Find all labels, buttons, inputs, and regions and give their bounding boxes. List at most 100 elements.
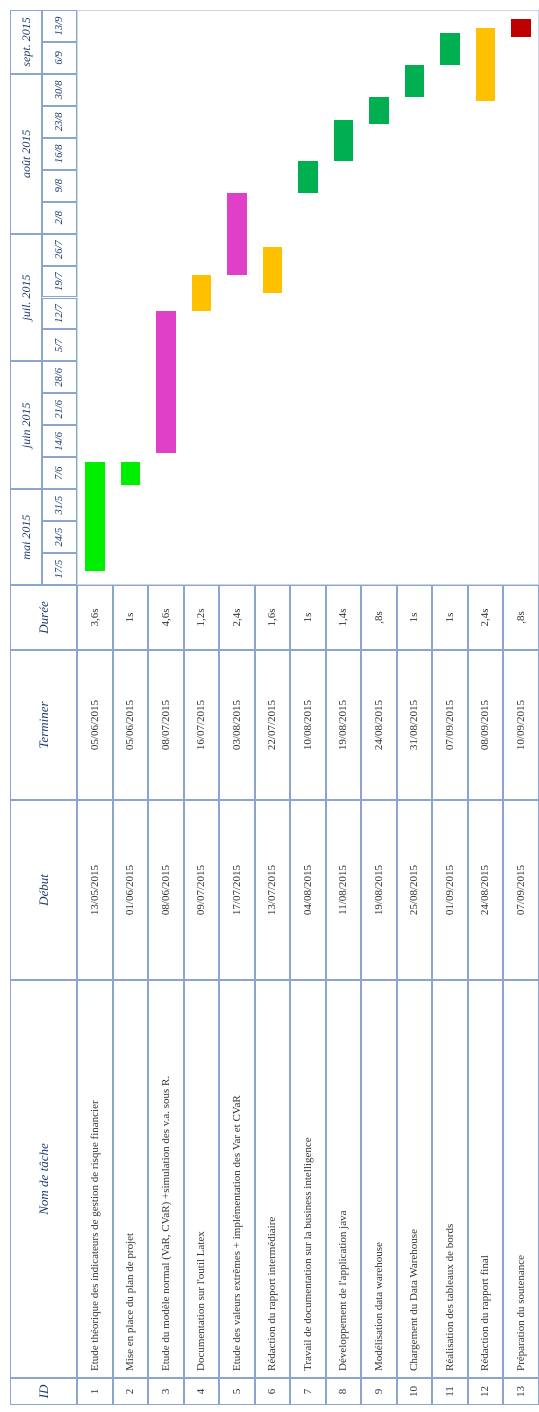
week-label: 6/9 xyxy=(42,41,77,74)
task-end: 10/08/2015 xyxy=(290,650,326,800)
task-start: 08/06/2015 xyxy=(148,800,184,980)
task-duration: 1s xyxy=(432,585,468,650)
week-label: 9/8 xyxy=(42,169,77,202)
task-name: Rédaction du rapport final xyxy=(467,980,503,1378)
task-id: 7 xyxy=(290,1378,326,1405)
task-start: 13/07/2015 xyxy=(254,800,290,980)
week-label: 5/7 xyxy=(42,329,77,362)
task-end: 08/09/2015 xyxy=(467,650,503,800)
task-duration: ,8s xyxy=(503,585,539,650)
month-label: sept. 2015 xyxy=(10,10,42,74)
task-id: 8 xyxy=(325,1378,361,1405)
week-label: 19/7 xyxy=(42,265,77,298)
task-name: Rédaction du rapport intermédiaire xyxy=(254,980,290,1378)
week-label: 16/8 xyxy=(42,137,77,170)
week-label: 14/6 xyxy=(42,425,77,458)
month-label: juin 2015 xyxy=(10,361,42,490)
task-name: Etude des valeurs extrêmes + implémentat… xyxy=(219,980,255,1378)
gantt-bar xyxy=(227,192,247,275)
task-duration: 4,6s xyxy=(148,585,184,650)
task-end: 16/07/2015 xyxy=(183,650,219,800)
task-name: Réalisation des tableaux de bords xyxy=(432,980,468,1378)
gantt-bar xyxy=(120,461,140,485)
month-label: mai 2015 xyxy=(10,489,42,585)
task-id: 3 xyxy=(148,1378,184,1405)
task-start: 04/08/2015 xyxy=(290,800,326,980)
task-end: 08/07/2015 xyxy=(148,650,184,800)
task-end: 24/08/2015 xyxy=(361,650,397,800)
week-label: 2/8 xyxy=(42,201,77,234)
gantt-bar xyxy=(191,274,211,312)
week-label: 26/7 xyxy=(42,233,77,266)
week-label: 31/5 xyxy=(42,489,77,522)
week-label: 30/8 xyxy=(42,73,77,106)
task-name: Modélisation data warehouse xyxy=(361,980,397,1378)
task-name: Travail de documentation sur la business… xyxy=(290,980,326,1378)
week-label: 7/6 xyxy=(42,457,77,490)
task-name: Etude du modèle normal (VaR, CVaR) +simu… xyxy=(148,980,184,1378)
month-label: août 2015 xyxy=(10,73,42,234)
task-end: 05/06/2015 xyxy=(112,650,148,800)
gantt-bar xyxy=(156,311,176,453)
task-duration: 1s xyxy=(396,585,432,650)
week-label: 23/8 xyxy=(42,105,77,138)
task-name: Préparation du soutenance xyxy=(503,980,539,1378)
task-start: 01/06/2015 xyxy=(112,800,148,980)
task-duration: 1s xyxy=(112,585,148,650)
task-end: 31/08/2015 xyxy=(396,650,432,800)
gantt-bar xyxy=(440,32,460,65)
header-end: Terminer xyxy=(10,650,77,800)
task-start: 17/07/2015 xyxy=(219,800,255,980)
header-duration: Durée xyxy=(10,585,77,650)
task-end: 22/07/2015 xyxy=(254,650,290,800)
gantt-bar xyxy=(262,247,282,293)
week-label: 28/6 xyxy=(42,361,77,394)
week-label: 24/5 xyxy=(42,521,77,554)
task-end: 03/08/2015 xyxy=(219,650,255,800)
task-duration: ,8s xyxy=(361,585,397,650)
task-start: 07/09/2015 xyxy=(503,800,539,980)
task-start: 13/05/2015 xyxy=(77,800,113,980)
task-end: 05/06/2015 xyxy=(77,650,113,800)
task-start: 01/09/2015 xyxy=(432,800,468,980)
task-duration: 1,2s xyxy=(183,585,219,650)
task-start: 25/08/2015 xyxy=(396,800,432,980)
task-id: 1 xyxy=(77,1378,113,1405)
task-id: 9 xyxy=(361,1378,397,1405)
task-start: 19/08/2015 xyxy=(361,800,397,980)
task-name: Etude théorique des indicateurs de gesti… xyxy=(77,980,113,1378)
gantt-bar xyxy=(298,160,318,193)
month-label: juil. 2015 xyxy=(10,233,42,362)
gantt-bar xyxy=(511,19,531,38)
task-duration: 1s xyxy=(290,585,326,650)
task-id: 2 xyxy=(112,1378,148,1405)
task-id: 4 xyxy=(183,1378,219,1405)
task-start: 09/07/2015 xyxy=(183,800,219,980)
task-id: 12 xyxy=(467,1378,503,1405)
task-end: 07/09/2015 xyxy=(432,650,468,800)
task-duration: 3,6s xyxy=(77,585,113,650)
week-label: 12/7 xyxy=(42,297,77,330)
gantt-body xyxy=(77,10,539,585)
task-start: 24/08/2015 xyxy=(467,800,503,980)
task-id: 5 xyxy=(219,1378,255,1405)
task-id: 6 xyxy=(254,1378,290,1405)
header-start: Début xyxy=(10,800,77,980)
task-name: Documentation sur l'outil Latex xyxy=(183,980,219,1378)
task-id: 13 xyxy=(503,1378,539,1405)
task-duration: 1,6s xyxy=(254,585,290,650)
header-name: Nom de tâche xyxy=(10,980,77,1378)
task-end: 19/08/2015 xyxy=(325,650,361,800)
task-id: 10 xyxy=(396,1378,432,1405)
gantt-bar xyxy=(475,28,495,102)
gantt-bar xyxy=(404,64,424,97)
task-name: Chargement du Data Warehouse xyxy=(396,980,432,1378)
task-duration: 2,4s xyxy=(467,585,503,650)
gantt-bar xyxy=(85,461,105,572)
task-id: 11 xyxy=(432,1378,468,1405)
task-duration: 2,4s xyxy=(219,585,255,650)
week-label: 13/9 xyxy=(42,10,77,42)
task-duration: 1,4s xyxy=(325,585,361,650)
week-label: 17/5 xyxy=(42,553,77,585)
